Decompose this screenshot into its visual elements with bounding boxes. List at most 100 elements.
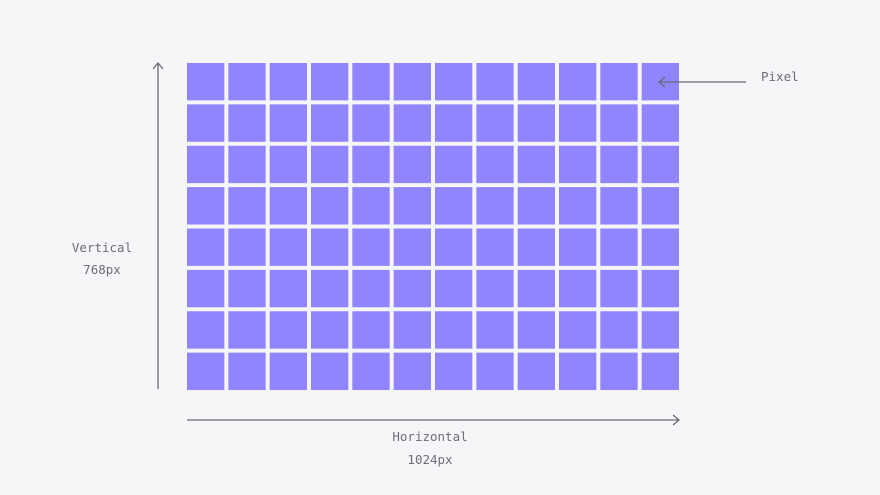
- pixel-cell: [269, 104, 307, 142]
- pixel-cell: [600, 104, 638, 142]
- pixel-cell: [187, 145, 225, 184]
- pixel-cell: [228, 269, 266, 308]
- pixel-cell: [435, 352, 473, 391]
- pixel-cell: [476, 63, 514, 101]
- vertical-axis-arrow: [152, 61, 164, 389]
- pixel-cell: [476, 228, 514, 266]
- pixel-cell: [435, 187, 473, 225]
- pixel-cell: [559, 187, 597, 225]
- pixel-cell: [352, 352, 390, 391]
- pixel-cell: [641, 228, 679, 266]
- pixel-cell: [600, 63, 638, 101]
- pixel-cell: [476, 104, 514, 142]
- pixel-cell: [393, 352, 431, 391]
- pixel-cell: [600, 228, 638, 266]
- pixel-cell: [393, 269, 431, 308]
- pixel-cell: [187, 104, 225, 142]
- pixel-cell: [600, 311, 638, 349]
- pixel-cell: [311, 63, 349, 101]
- pixel-cell: [311, 145, 349, 184]
- pixel-cell: [269, 63, 307, 101]
- pixel-pointer-arrow: [657, 76, 746, 88]
- pixel-cell: [352, 311, 390, 349]
- pixel-cell: [228, 352, 266, 391]
- pixel-cell: [393, 228, 431, 266]
- pixel-cell: [559, 104, 597, 142]
- horizontal-axis-title: Horizontal: [392, 429, 468, 444]
- pixel-cell: [228, 187, 266, 225]
- pixel-cell: [600, 145, 638, 184]
- pixel-cell: [517, 145, 555, 184]
- pixel-cell: [559, 269, 597, 308]
- pixel-cell: [269, 269, 307, 308]
- pixel-cell: [311, 352, 349, 391]
- pixel-cell: [228, 104, 266, 142]
- pixel-cell: [517, 187, 555, 225]
- pixel-cell: [311, 187, 349, 225]
- pixel-cell: [517, 228, 555, 266]
- pixel-grid: [187, 63, 679, 391]
- horizontal-axis-arrow: [187, 414, 681, 426]
- pixel-cell: [393, 104, 431, 142]
- pixel-cell: [228, 63, 266, 101]
- pixel-cell: [641, 311, 679, 349]
- pixel-cell: [517, 63, 555, 101]
- pixel-cell: [393, 311, 431, 349]
- pixel-cell: [187, 311, 225, 349]
- pixel-cell: [435, 311, 473, 349]
- pixel-cell: [187, 228, 225, 266]
- pixel-cell: [641, 187, 679, 225]
- pixel-cell: [352, 104, 390, 142]
- pixel-cell: [187, 63, 225, 101]
- horizontal-axis-value: 1024px: [407, 452, 453, 467]
- pixel-label: Pixel: [761, 69, 799, 84]
- pixel-cell: [476, 269, 514, 308]
- pixel-cell: [269, 187, 307, 225]
- pixel-cell: [393, 145, 431, 184]
- pixel-cell: [352, 63, 390, 101]
- pixel-cell: [476, 352, 514, 391]
- pixel-cell: [187, 187, 225, 225]
- vertical-axis-value: 768px: [83, 262, 121, 277]
- pixel-cell: [269, 352, 307, 391]
- pixel-cell: [311, 228, 349, 266]
- pixel-cell: [352, 145, 390, 184]
- pixel-cell: [600, 187, 638, 225]
- pixel-cell: [559, 352, 597, 391]
- pixel-cell: [228, 228, 266, 266]
- pixel-cell: [559, 145, 597, 184]
- pixel-cell: [559, 311, 597, 349]
- pixel-cell: [476, 145, 514, 184]
- pixel-cell: [393, 63, 431, 101]
- pixel-cell: [435, 269, 473, 308]
- pixel-cell: [269, 311, 307, 349]
- pixel-cell: [311, 269, 349, 308]
- pixel-cell: [517, 311, 555, 349]
- pixel-cell: [435, 104, 473, 142]
- pixel-cell: [435, 63, 473, 101]
- pixel-cell: [352, 187, 390, 225]
- pixel-cell: [517, 352, 555, 391]
- pixel-cell: [187, 269, 225, 308]
- pixel-cell: [559, 63, 597, 101]
- pixel-cell: [269, 228, 307, 266]
- pixel-cell: [311, 104, 349, 142]
- pixel-cell: [559, 228, 597, 266]
- pixel-cell: [352, 269, 390, 308]
- pixel-cell: [228, 145, 266, 184]
- pixel-cell: [641, 352, 679, 391]
- pixel-cell: [352, 228, 390, 266]
- pixel-cell: [311, 311, 349, 349]
- pixel-cell: [187, 352, 225, 391]
- pixel-cell: [435, 145, 473, 184]
- pixel-cell: [600, 269, 638, 308]
- pixel-cell: [641, 145, 679, 184]
- pixel-cell: [641, 104, 679, 142]
- pixel-cell: [476, 187, 514, 225]
- pixel-cell: [641, 269, 679, 308]
- pixel-cell: [517, 104, 555, 142]
- vertical-axis-title: Vertical: [71, 240, 133, 255]
- pixel-cell: [269, 145, 307, 184]
- pixel-cell: [393, 187, 431, 225]
